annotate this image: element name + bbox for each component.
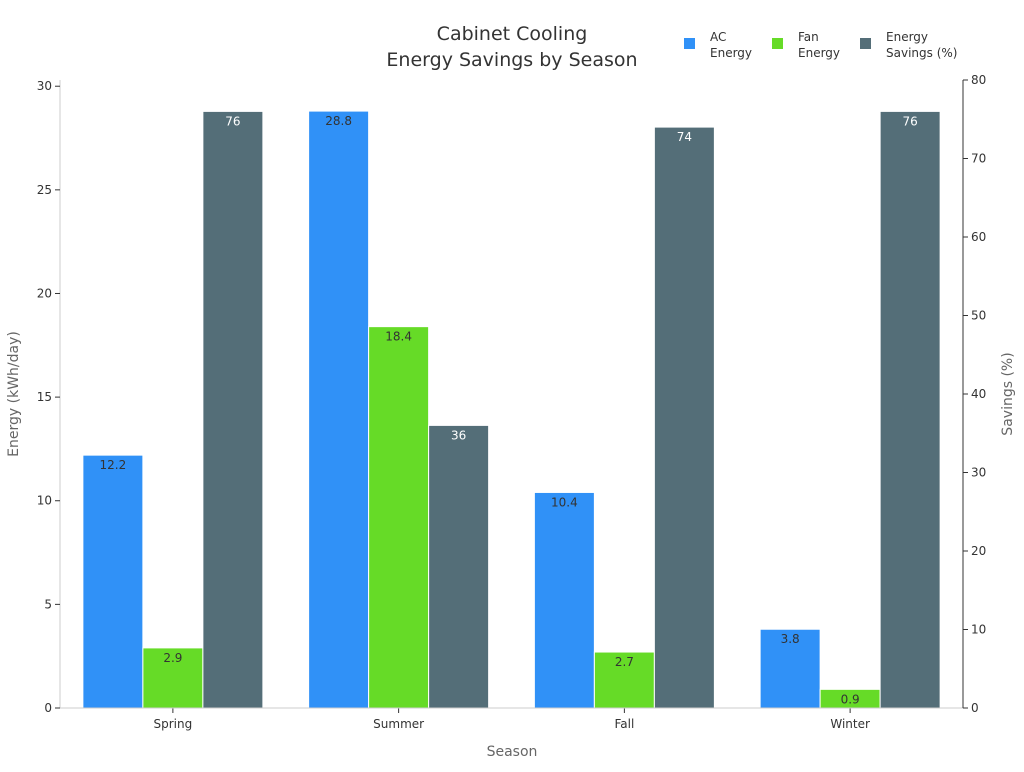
y2-axis-label: Savings (%): [1000, 352, 1016, 435]
legend-swatch: [772, 38, 783, 49]
bar-fall-2: [653, 126, 715, 709]
data-label: 3.8: [781, 632, 800, 646]
legend-label: Energy: [710, 46, 752, 60]
y2-tick-label: 0: [971, 701, 979, 715]
y2-tick-label: 10: [971, 623, 986, 637]
data-label: 76: [902, 114, 917, 128]
y2-tick-label: 70: [971, 152, 986, 166]
chart-title-line1: Cabinet Cooling: [437, 23, 588, 45]
y2-tick-label: 40: [971, 387, 986, 401]
legend: AC Energy Fan Energy Energy Savings (%): [684, 30, 957, 60]
chart-title-line2: Energy Savings by Season: [386, 49, 637, 71]
bar-winter-0: [759, 628, 821, 709]
bar-summer-2: [428, 424, 490, 709]
x-tick-label: Fall: [614, 717, 634, 731]
bar-spring-0: [82, 454, 144, 709]
data-label: 36: [451, 428, 466, 442]
bar-fall-0: [533, 491, 595, 709]
x-tick-label: Summer: [373, 717, 424, 731]
data-label: 28.8: [325, 114, 352, 128]
y-tick-label: 20: [37, 286, 52, 300]
x-tick-label: Winter: [830, 717, 870, 731]
data-label: 18.4: [385, 330, 412, 344]
data-label: 0.9: [841, 692, 860, 706]
bar-winter-2: [879, 110, 941, 709]
legend-swatch: [684, 38, 695, 49]
y2-tick-label: 60: [971, 230, 986, 244]
bar-spring-2: [202, 110, 264, 709]
y-tick-label: 30: [37, 79, 52, 93]
legend-label: Energy: [886, 30, 928, 44]
x-axis-label: Season: [487, 744, 538, 760]
data-label: 2.9: [163, 651, 182, 665]
data-label: 10.4: [551, 495, 578, 509]
y-axis-label: Energy (kWh/day): [6, 331, 22, 457]
y-tick-label: 0: [44, 701, 52, 715]
bar-fall-1: [593, 651, 655, 709]
bar-summer-1: [368, 326, 430, 709]
y-tick-label: 25: [37, 183, 52, 197]
legend-label: Energy: [798, 46, 840, 60]
y-tick-label: 10: [37, 494, 52, 508]
y-tick-label: 15: [37, 390, 52, 404]
legend-label: AC: [710, 30, 726, 44]
bar-spring-1: [142, 647, 204, 709]
legend-swatch: [860, 38, 871, 49]
x-tick-label: Spring: [154, 717, 193, 731]
legend-label: Savings (%): [886, 46, 957, 60]
data-label: 74: [677, 130, 692, 144]
y2-tick-label: 50: [971, 309, 986, 323]
y2-tick-label: 30: [971, 466, 986, 480]
bar-summer-0: [308, 110, 370, 709]
y2-tick-label: 20: [971, 544, 986, 558]
data-label: 12.2: [100, 458, 127, 472]
data-label: 2.7: [615, 655, 634, 669]
y-tick-label: 5: [44, 597, 52, 611]
y2-tick-label: 80: [971, 73, 986, 87]
data-label: 76: [225, 114, 240, 128]
legend-label: Fan: [798, 30, 819, 44]
